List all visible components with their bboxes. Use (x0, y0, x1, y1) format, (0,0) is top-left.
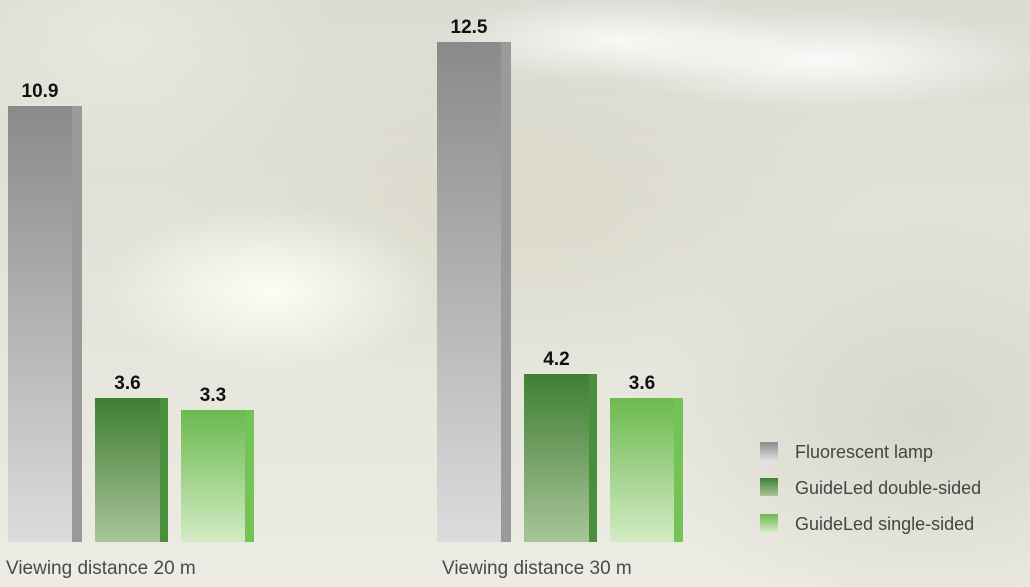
bar-fluorescent-0 (8, 106, 72, 542)
bar-edge-double-sided-0 (160, 398, 168, 542)
bar-double-sided-1 (524, 374, 589, 542)
value-label-fluorescent-0: 10.9 (22, 81, 59, 102)
category-label-0: Viewing distance 20 m (6, 558, 196, 579)
bar-edge-double-sided-1 (589, 374, 597, 542)
value-label-single-sided-0: 3.3 (200, 385, 226, 406)
legend-swatch-fluorescent (760, 442, 778, 460)
bar-single-sided-0 (181, 410, 245, 542)
value-label-fluorescent-1: 12.5 (451, 17, 488, 38)
legend-label-fluorescent: Fluorescent lamp (795, 442, 933, 462)
legend-label-double-sided: GuideLed double-sided (795, 478, 981, 498)
bar-single-sided-1 (610, 398, 674, 542)
legend-swatch-double-sided (760, 478, 778, 496)
bar-edge-single-sided-1 (674, 398, 683, 542)
category-label-1: Viewing distance 30 m (442, 558, 632, 579)
bar-edge-fluorescent-1 (501, 42, 511, 542)
legend-swatch-single-sided (760, 514, 778, 532)
value-labels: 10.9 12.5 3.6 4.2 3.3 3.6 (22, 17, 656, 406)
bar-edge-fluorescent-0 (72, 106, 82, 542)
value-label-double-sided-1: 4.2 (543, 349, 569, 370)
bar-fluorescent-1 (437, 42, 501, 542)
bar-edge-single-sided-0 (245, 410, 254, 542)
value-label-double-sided-0: 3.6 (114, 373, 140, 394)
value-label-single-sided-1: 3.6 (629, 373, 655, 394)
bars (8, 42, 683, 542)
legend-label-single-sided: GuideLed single-sided (795, 514, 974, 534)
legend: Fluorescent lamp GuideLed double-sided G… (760, 442, 981, 534)
bar-double-sided-0 (95, 398, 160, 542)
